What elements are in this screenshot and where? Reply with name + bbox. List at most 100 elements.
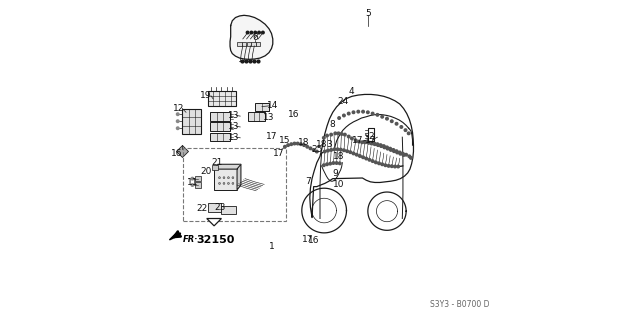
- Circle shape: [364, 141, 366, 143]
- Circle shape: [399, 152, 402, 155]
- Circle shape: [373, 142, 376, 145]
- Circle shape: [334, 132, 337, 135]
- Circle shape: [284, 145, 286, 148]
- Circle shape: [408, 132, 410, 135]
- Circle shape: [218, 182, 220, 184]
- Text: 17: 17: [266, 132, 277, 141]
- Circle shape: [258, 31, 260, 34]
- Circle shape: [352, 111, 355, 114]
- Text: 16: 16: [308, 236, 319, 245]
- Bar: [247, 42, 252, 46]
- Circle shape: [394, 165, 396, 168]
- Circle shape: [339, 162, 341, 165]
- Text: 23: 23: [215, 203, 226, 212]
- Circle shape: [342, 149, 345, 152]
- Polygon shape: [230, 15, 273, 59]
- Bar: [255, 42, 260, 46]
- Circle shape: [386, 117, 388, 120]
- Circle shape: [227, 177, 229, 179]
- Circle shape: [312, 149, 315, 151]
- Bar: [242, 42, 246, 46]
- Circle shape: [370, 142, 372, 144]
- Circle shape: [371, 112, 374, 115]
- Circle shape: [352, 152, 355, 155]
- Text: 18: 18: [316, 140, 328, 149]
- Text: 17: 17: [301, 235, 313, 244]
- Text: 7: 7: [305, 177, 311, 186]
- Circle shape: [254, 31, 257, 34]
- Circle shape: [351, 137, 353, 140]
- Circle shape: [408, 155, 411, 158]
- Circle shape: [376, 114, 379, 116]
- Text: 5: 5: [365, 9, 371, 18]
- Circle shape: [329, 162, 332, 165]
- Circle shape: [330, 133, 332, 136]
- Bar: [221, 206, 236, 214]
- Bar: [210, 112, 230, 121]
- Text: 22: 22: [196, 204, 207, 213]
- Text: 17: 17: [273, 149, 285, 158]
- Polygon shape: [214, 164, 241, 169]
- Circle shape: [250, 31, 253, 34]
- Text: 13: 13: [227, 111, 239, 120]
- Circle shape: [191, 177, 194, 180]
- Circle shape: [330, 149, 332, 151]
- Circle shape: [326, 163, 328, 166]
- Text: 2: 2: [368, 132, 374, 141]
- Circle shape: [300, 143, 302, 145]
- Polygon shape: [207, 219, 221, 226]
- Circle shape: [333, 148, 335, 151]
- Circle shape: [393, 150, 396, 152]
- Text: 11: 11: [187, 178, 198, 187]
- Circle shape: [380, 144, 382, 146]
- Text: 19: 19: [200, 91, 212, 100]
- Circle shape: [387, 165, 390, 167]
- Bar: [210, 122, 230, 131]
- Text: 14: 14: [266, 101, 278, 110]
- Circle shape: [262, 31, 264, 34]
- Circle shape: [335, 162, 338, 164]
- Bar: [195, 176, 202, 181]
- Circle shape: [355, 153, 358, 156]
- Circle shape: [404, 129, 407, 131]
- Circle shape: [381, 163, 383, 166]
- Circle shape: [218, 177, 220, 179]
- Circle shape: [380, 145, 383, 147]
- Circle shape: [365, 157, 367, 160]
- Circle shape: [358, 155, 361, 157]
- Bar: [208, 91, 236, 106]
- Circle shape: [191, 184, 194, 186]
- Bar: [252, 42, 256, 46]
- Circle shape: [340, 133, 343, 135]
- Text: 13: 13: [227, 122, 239, 131]
- Circle shape: [362, 110, 364, 113]
- Circle shape: [246, 31, 249, 34]
- Bar: [214, 169, 237, 190]
- Circle shape: [387, 147, 389, 150]
- Circle shape: [364, 141, 367, 144]
- Circle shape: [306, 145, 308, 148]
- Text: 12: 12: [173, 104, 185, 113]
- Circle shape: [332, 162, 335, 164]
- Circle shape: [323, 137, 325, 139]
- Circle shape: [309, 147, 312, 150]
- Circle shape: [386, 146, 388, 149]
- Circle shape: [355, 139, 357, 142]
- Circle shape: [323, 150, 326, 153]
- Bar: [210, 133, 230, 141]
- Bar: [255, 103, 269, 111]
- Circle shape: [287, 144, 289, 146]
- Circle shape: [348, 135, 350, 138]
- Circle shape: [392, 149, 395, 151]
- Circle shape: [400, 126, 403, 128]
- Circle shape: [338, 117, 340, 119]
- Circle shape: [232, 177, 234, 179]
- Circle shape: [344, 133, 346, 136]
- Circle shape: [349, 151, 351, 153]
- Circle shape: [396, 150, 398, 152]
- Text: 6: 6: [253, 33, 259, 42]
- Text: FR·: FR·: [183, 235, 198, 244]
- Circle shape: [371, 160, 374, 162]
- Circle shape: [290, 143, 292, 145]
- Circle shape: [389, 147, 392, 150]
